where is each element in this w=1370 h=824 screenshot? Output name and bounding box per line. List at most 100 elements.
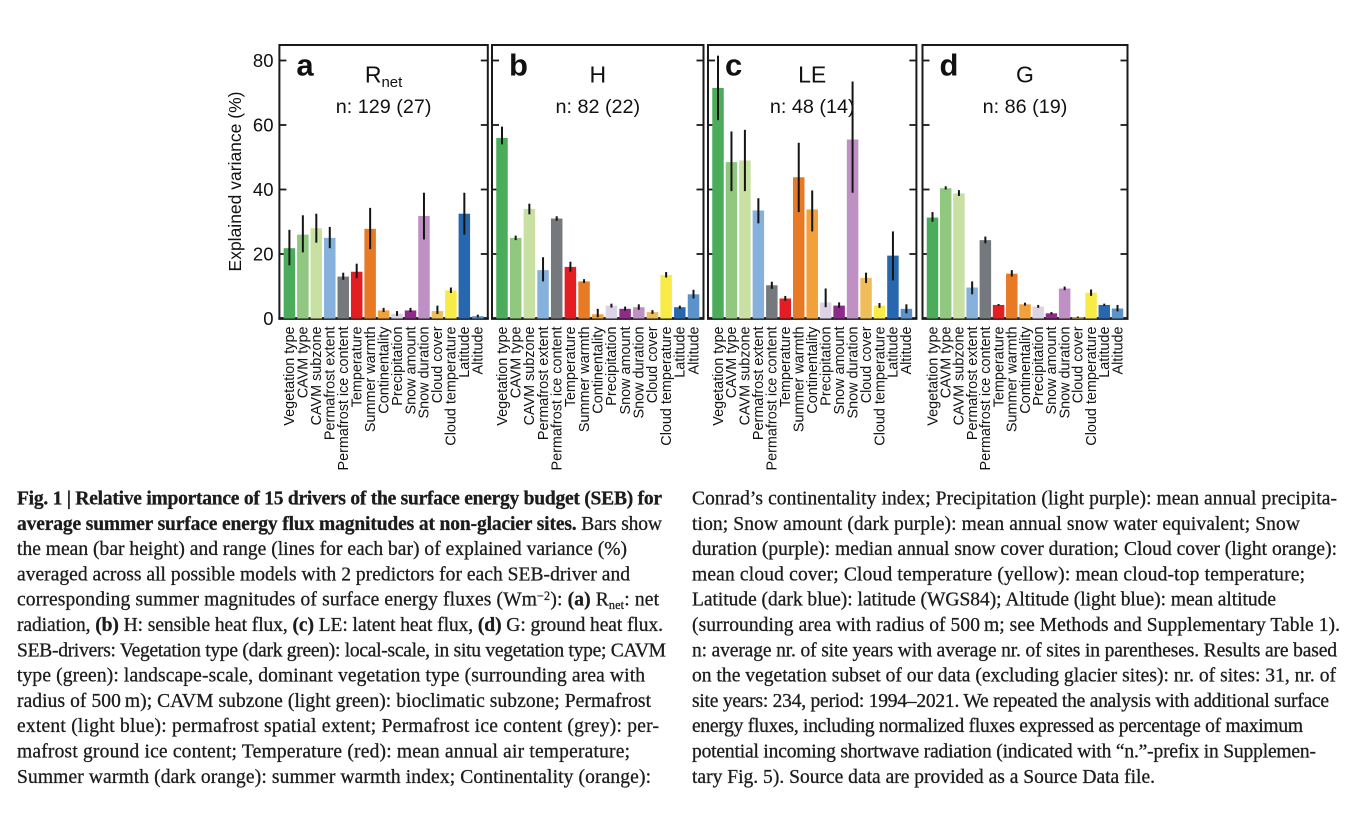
svg-text:Fig. 1 | Relative importance o: Fig. 1 | Relative importance of 15 drive…	[17, 489, 662, 510]
svg-text:duration (purple): median annu: duration (purple): median annual snow co…	[692, 539, 1337, 560]
svg-text:Continentality: Continentality	[376, 326, 392, 414]
svg-text:Precipitation: Precipitation	[390, 327, 406, 406]
svg-text:Latitude: Latitude	[457, 327, 473, 378]
svg-text:Permafrost extent: Permafrost extent	[323, 327, 339, 441]
svg-text:CAVM type: CAVM type	[938, 327, 954, 399]
svg-text:SEB-drivers: Vegetation type (: SEB-drivers: Vegetation type (dark green…	[17, 640, 666, 661]
svg-text:Snow duration: Snow duration	[632, 327, 648, 419]
svg-text:CAVM subzone: CAVM subzone	[738, 327, 754, 426]
svg-text:0: 0	[263, 308, 273, 329]
svg-text:c: c	[725, 48, 742, 83]
svg-text:Snow duration: Snow duration	[417, 327, 433, 419]
svg-text:potential incoming shortwave r: potential incoming shortwave radiation (…	[692, 742, 1316, 763]
svg-text:Altitude: Altitude	[1110, 327, 1126, 375]
svg-text:n: 48 (14): n: 48 (14)	[770, 96, 855, 118]
svg-text:Snow amount: Snow amount	[618, 327, 634, 415]
svg-text:60: 60	[253, 114, 274, 135]
svg-text:Vegetation type: Vegetation type	[711, 327, 727, 426]
svg-text:site years: 234, period: 1994–: site years: 234, period: 1994–2021. We r…	[692, 691, 1329, 712]
svg-text:Explained variance (%): Explained variance (%)	[225, 92, 245, 272]
svg-text:b: b	[509, 48, 528, 83]
svg-text:Temperature: Temperature	[778, 327, 794, 408]
svg-text:Latitude: Latitude	[673, 327, 689, 378]
svg-text:radiation, (b) H: sensible hea: radiation, (b) H: sensible heat flux, (c…	[17, 615, 663, 636]
svg-text:Cloud cover: Cloud cover	[859, 326, 875, 403]
svg-text:Summer warmth: Summer warmth	[1005, 327, 1021, 433]
svg-text:mean cloud cover; Cloud temper: mean cloud cover; Cloud temperature (yel…	[692, 564, 1305, 585]
svg-text:Cloud temperature: Cloud temperature	[872, 327, 888, 446]
svg-text:Cloud cover: Cloud cover	[430, 326, 446, 403]
svg-text:n: average nr. of site years w: n: average nr. of site years with averag…	[692, 640, 1337, 661]
svg-text:Continentality: Continentality	[1018, 326, 1034, 414]
svg-text:Snow amount: Snow amount	[403, 327, 419, 415]
svg-text:Latitude (dark blue): latitude: Latitude (dark blue): latitude (WGS84); …	[692, 590, 1276, 611]
svg-text:Continentality: Continentality	[591, 326, 607, 414]
svg-text:tary Fig. 5). Source data are: tary Fig. 5). Source data are provided a…	[692, 767, 1155, 788]
svg-text:CAVM subzone: CAVM subzone	[309, 327, 325, 426]
svg-text:extent (light blue): permafros: extent (light blue): permafrost spatial …	[17, 716, 659, 737]
svg-text:80: 80	[253, 50, 274, 71]
svg-text:Permafrost extent: Permafrost extent	[751, 327, 767, 441]
svg-text:Precipitation: Precipitation	[1031, 327, 1047, 406]
svg-text:Vegetation type: Vegetation type	[495, 327, 511, 426]
svg-text:Permafrost ice content: Permafrost ice content	[549, 327, 565, 471]
svg-text:Temperature: Temperature	[563, 327, 579, 408]
svg-text:40: 40	[253, 179, 274, 200]
svg-text:Vegetation type: Vegetation type	[925, 327, 941, 426]
svg-text:type (green): landscape-scale,: type (green): landscape-scale, dominant …	[17, 666, 645, 687]
svg-text:Cloud temperature: Cloud temperature	[659, 327, 675, 446]
svg-text:Summer warmth (dark orange): s: Summer warmth (dark orange): summer warm…	[17, 767, 651, 788]
svg-text:Altitude: Altitude	[686, 327, 702, 375]
svg-text:Precipitation: Precipitation	[604, 327, 620, 406]
svg-text:n: 129 (27): n: 129 (27)	[336, 96, 432, 118]
svg-text:Summer warmth: Summer warmth	[577, 327, 593, 433]
svg-text:average summer surface energy: average summer surface energy flux magni…	[17, 514, 662, 535]
svg-text:Permafrost extent: Permafrost extent	[965, 327, 981, 441]
svg-text:radius of 500 m); CAVM subzone: radius of 500 m); CAVM subzone (light gr…	[17, 691, 652, 712]
svg-text:H: H	[589, 62, 606, 88]
svg-text:Latitude: Latitude	[886, 327, 902, 378]
svg-text:Altitude: Altitude	[899, 327, 915, 375]
svg-text:CAVM subzone: CAVM subzone	[952, 327, 968, 426]
svg-text:n: 82 (22): n: 82 (22)	[555, 96, 640, 118]
svg-text:LE: LE	[798, 62, 826, 88]
svg-text:Conrad’s continentality index;: Conrad’s continentality index; Precipita…	[692, 489, 1337, 510]
svg-text:Cloud temperature: Cloud temperature	[1084, 327, 1100, 446]
svg-text:Cloud cover: Cloud cover	[645, 326, 661, 403]
svg-text:CAVM type: CAVM type	[724, 327, 740, 399]
svg-text:Permafrost extent: Permafrost extent	[536, 327, 552, 441]
svg-text:Permafrost ice content: Permafrost ice content	[336, 327, 352, 471]
svg-text:Summer warmth: Summer warmth	[363, 327, 379, 433]
svg-text:on the vegetation subset of ou: on the vegetation subset of our data (ex…	[692, 666, 1337, 687]
svg-text:Cloud cover: Cloud cover	[1071, 326, 1087, 403]
svg-text:the mean (bar height) and rang: the mean (bar height) and range (lines f…	[17, 539, 627, 560]
svg-text:Permafrost ice content: Permafrost ice content	[765, 327, 781, 471]
svg-text:CAVM type: CAVM type	[508, 327, 524, 399]
svg-text:Snow duration: Snow duration	[1057, 327, 1073, 419]
svg-text:Permafrost ice content: Permafrost ice content	[978, 327, 994, 471]
svg-text:d: d	[940, 48, 959, 83]
svg-text:a: a	[296, 48, 314, 83]
svg-text:Snow amount: Snow amount	[832, 327, 848, 415]
svg-text:Vegetation type: Vegetation type	[282, 327, 298, 426]
svg-text:averaged across all possible m: averaged across all possible models with…	[17, 564, 630, 585]
svg-text:CAVM type: CAVM type	[296, 327, 312, 399]
svg-text:mafrost ground ice content; Te: mafrost ground ice content; Temperature …	[17, 742, 630, 763]
svg-text:corresponding summer magnitude: corresponding summer magnitudes of surfa…	[17, 589, 660, 612]
svg-text:Precipitation: Precipitation	[818, 327, 834, 406]
svg-text:Temperature: Temperature	[991, 327, 1007, 408]
svg-text:Snow amount: Snow amount	[1044, 327, 1060, 415]
svg-text:G: G	[1016, 62, 1034, 88]
svg-text:Altitude: Altitude	[471, 327, 487, 375]
svg-text:Summer warmth: Summer warmth	[791, 327, 807, 433]
svg-text:Continentality: Continentality	[805, 326, 821, 414]
svg-text:Cloud temperature: Cloud temperature	[444, 327, 460, 446]
svg-text:tion; Snow amount (dark purple: tion; Snow amount (dark purple): mean an…	[692, 514, 1300, 535]
svg-text:n: 86 (19): n: 86 (19)	[983, 96, 1068, 118]
svg-text:Temperature: Temperature	[349, 327, 365, 408]
svg-text:CAVM subzone: CAVM subzone	[522, 327, 538, 426]
svg-text:(surrounding area with radius: (surrounding area with radius of 500 m; …	[692, 615, 1340, 636]
svg-text:Snow duration: Snow duration	[845, 327, 861, 419]
svg-text:Latitude: Latitude	[1097, 327, 1113, 378]
svg-text:energy fluxes, including norma: energy fluxes, including normalized flux…	[692, 716, 1303, 737]
